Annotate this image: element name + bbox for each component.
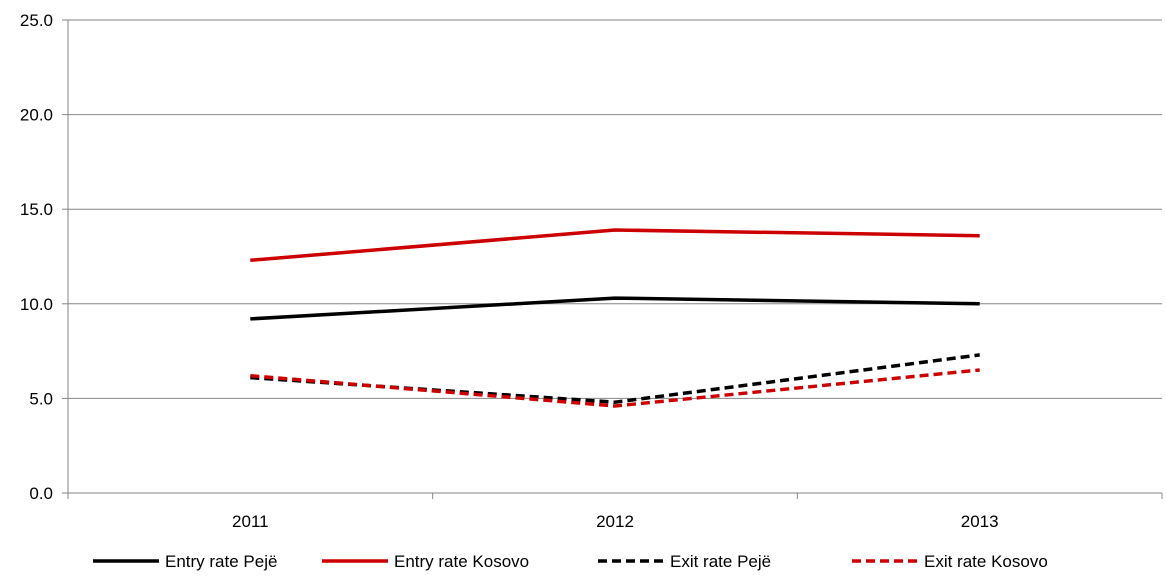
- series-line-4: [250, 368, 980, 408]
- series-lines: [250, 228, 980, 408]
- y-tick-label: 25.0: [20, 11, 53, 30]
- series-line-3: [250, 353, 980, 404]
- axes: [67, 20, 1162, 494]
- x-tick-label: 2012: [596, 512, 634, 531]
- legend-label: Exit rate Pejë: [670, 552, 771, 571]
- y-tick-label: 10.0: [20, 295, 53, 314]
- x-axis-ticks: 2011 2012 2013: [67, 493, 1163, 531]
- legend: Entry rate Pejë Entry rate Kosovo Exit rat…: [93, 552, 1048, 571]
- series-line-1: [250, 296, 980, 321]
- legend-label: Entry rate Kosovo: [394, 552, 529, 571]
- series-line-2: [250, 228, 980, 263]
- y-tick-label: 0.0: [29, 484, 53, 503]
- x-tick-label: 2013: [961, 512, 999, 531]
- y-tick-label: 20.0: [20, 106, 53, 125]
- y-tick-label: 5.0: [29, 389, 53, 408]
- legend-label: Entry rate Pejë: [165, 552, 277, 571]
- legend-label: Exit rate Kosovo: [924, 552, 1048, 571]
- y-tick-label: 15.0: [20, 200, 53, 219]
- gridlines: [68, 19, 1162, 399]
- y-axis-ticks: 0.0 5.0 10.0 15.0 20.0 25.0: [20, 11, 68, 503]
- x-tick-label: 2011: [232, 512, 269, 531]
